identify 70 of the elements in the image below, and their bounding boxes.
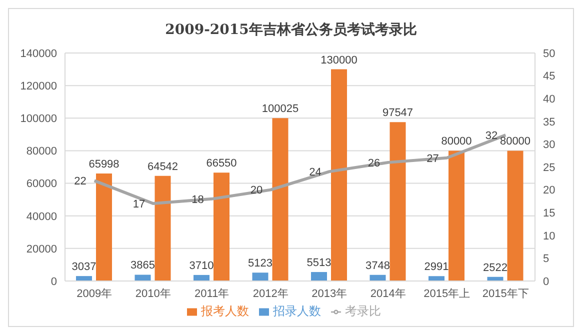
y2-tick-label: 10 (543, 230, 556, 242)
bar (154, 176, 171, 281)
bar (390, 122, 406, 281)
bar (96, 174, 112, 281)
data-label: 18 (192, 194, 204, 206)
data-label: 2522 (483, 262, 508, 274)
x-tick-label: 2015年上 (424, 286, 470, 300)
data-label: 5123 (248, 258, 272, 270)
y2-tick-label: 45 (543, 70, 556, 83)
y-tick-label: 80000 (26, 146, 57, 158)
bar (428, 276, 444, 281)
bar (272, 118, 288, 281)
bar (252, 272, 268, 281)
data-label: 3710 (189, 260, 214, 272)
data-label: 5513 (306, 257, 332, 270)
bar (370, 274, 386, 281)
bar (134, 274, 151, 281)
data-label: 130000 (320, 54, 358, 66)
legend-label: 招录人数 (273, 304, 321, 318)
x-tick-label: 2015年下 (482, 288, 529, 300)
y2-tick-label: 0 (543, 276, 550, 288)
data-label: 27 (426, 152, 439, 165)
y-tick-label: 100000 (20, 113, 57, 126)
y-tick-label: 20000 (26, 243, 57, 256)
data-label: 80000 (441, 136, 472, 148)
y-tick-label: 40000 (26, 210, 57, 223)
y2-tick-label: 20 (543, 184, 556, 197)
y2-tick-label: 15 (543, 208, 556, 220)
x-tick-label: 2013年 (312, 288, 348, 300)
y2-tick-label: 50 (543, 48, 556, 60)
x-tick-label: 2010年 (135, 288, 171, 300)
bar (214, 172, 230, 281)
data-label: 97547 (382, 107, 414, 120)
data-label: 3865 (130, 260, 155, 272)
bar (311, 272, 327, 281)
data-label: 100025 (262, 103, 299, 116)
legend-label: 考录比 (345, 304, 381, 318)
x-tick-label: 2012年 (252, 288, 288, 300)
y2-tick-label: 35 (543, 116, 556, 128)
x-tick-label: 2009年 (76, 288, 112, 300)
bar (448, 150, 464, 281)
y-tick-label: 60000 (26, 178, 57, 190)
data-label: 22 (74, 176, 86, 188)
y-tick-label: 140000 (20, 48, 57, 60)
data-label: 80000 (500, 136, 531, 148)
legend-label: 报考人数 (201, 304, 249, 318)
y2-tick-label: 30 (543, 139, 556, 152)
data-label: 65998 (88, 158, 120, 171)
data-label: 32 (485, 130, 498, 142)
x-tick-label: 2011年 (194, 288, 230, 300)
x-tick-label: 2014年 (370, 288, 406, 300)
data-label: 64542 (147, 160, 178, 173)
y2-tick-label: 5 (543, 253, 550, 266)
data-label: 24 (309, 166, 322, 178)
data-label: 3037 (72, 261, 96, 274)
bar (194, 274, 210, 281)
data-label: 66550 (206, 158, 237, 170)
y-tick-label: 0 (50, 276, 57, 288)
y2-tick-label: 40 (543, 94, 556, 106)
data-label: 3748 (366, 260, 390, 272)
chart-title: 2009-2015年吉林省公务员考试考录比 (164, 21, 418, 39)
data-label: 20 (250, 184, 263, 197)
bar (507, 150, 524, 281)
bar (76, 276, 92, 281)
y2-tick-label: 25 (543, 162, 556, 174)
data-label: 26 (368, 157, 380, 170)
bar (331, 69, 347, 281)
data-label: 17 (132, 198, 146, 210)
data-label: 2991 (424, 261, 449, 274)
y-tick-label: 120000 (20, 80, 57, 92)
